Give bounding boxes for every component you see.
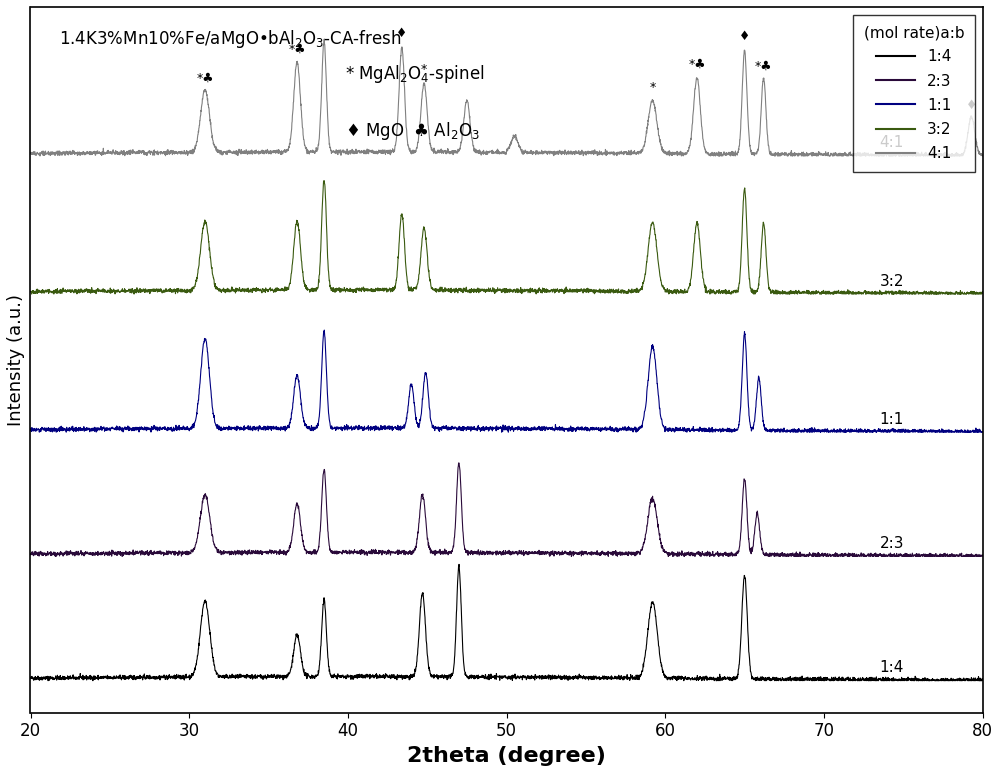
Text: *: * bbox=[649, 81, 656, 94]
Text: 3:2: 3:2 bbox=[879, 274, 904, 288]
Legend: 1:4, 2:3, 1:1, 3:2, 4:1: 1:4, 2:3, 1:1, 3:2, 4:1 bbox=[853, 15, 975, 172]
Text: *♣: *♣ bbox=[688, 58, 706, 71]
Text: ♦ MgO  ♣ Al$_2$O$_3$: ♦ MgO ♣ Al$_2$O$_3$ bbox=[345, 120, 479, 142]
Text: ♦: ♦ bbox=[396, 27, 407, 40]
Text: *♣: *♣ bbox=[196, 72, 214, 85]
Text: 1.4K3%Mn10%Fe/aMgO•bAl$_2$O$_3$-CA-fresh: 1.4K3%Mn10%Fe/aMgO•bAl$_2$O$_3$-CA-fresh bbox=[59, 28, 401, 50]
Text: 2:3: 2:3 bbox=[879, 536, 904, 551]
Text: ♦: ♦ bbox=[966, 99, 977, 112]
Y-axis label: Intensity (a.u.): Intensity (a.u.) bbox=[7, 294, 25, 426]
Text: 4:1: 4:1 bbox=[879, 135, 904, 151]
Text: *: * bbox=[421, 63, 427, 77]
Text: *♣: *♣ bbox=[755, 60, 772, 73]
Text: ♦: ♦ bbox=[739, 30, 750, 43]
Text: 1:1: 1:1 bbox=[879, 412, 904, 427]
X-axis label: 2theta (degree): 2theta (degree) bbox=[407, 746, 606, 766]
Text: *♣: *♣ bbox=[288, 43, 306, 56]
Text: 1:4: 1:4 bbox=[879, 660, 904, 675]
Text: * MgAl$_2$O$_4$-spinel: * MgAl$_2$O$_4$-spinel bbox=[345, 63, 484, 85]
